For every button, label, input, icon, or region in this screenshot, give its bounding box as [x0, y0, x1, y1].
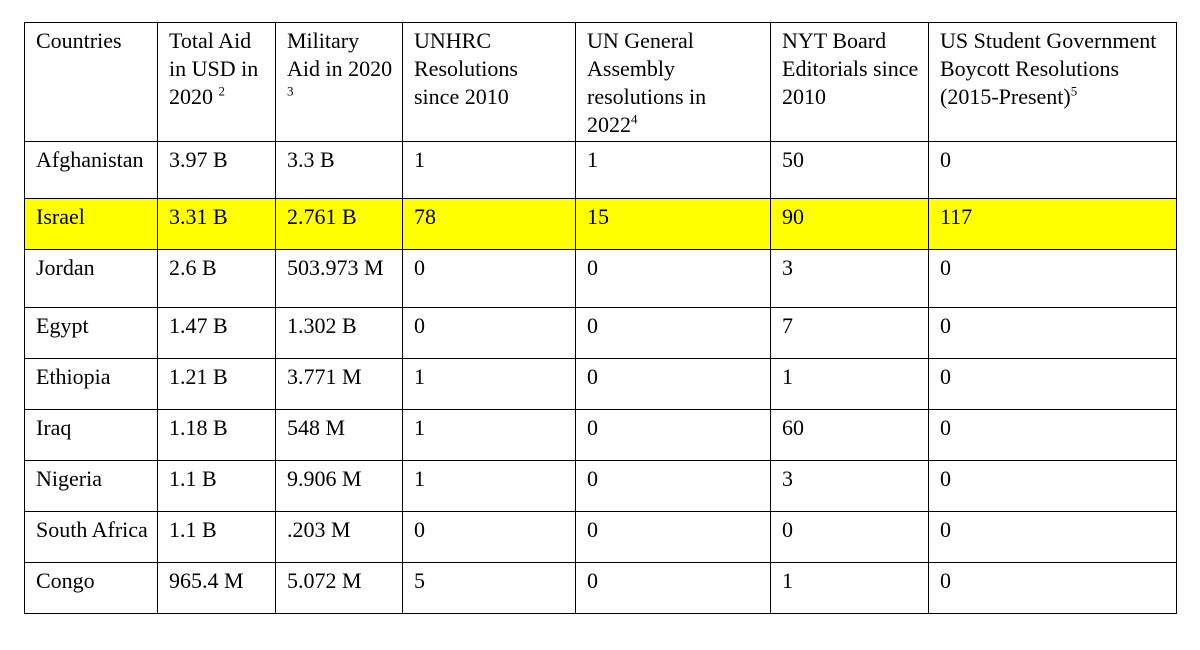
cell-boycott: 0: [928, 141, 1177, 199]
cell-total-aid: 1.18 B: [157, 409, 276, 461]
cell-nyt: 1: [770, 562, 929, 614]
table-row: South Africa 1.1 B .203 M 0 0 0 0: [24, 511, 1177, 563]
cell-nyt: 90: [770, 198, 929, 250]
cell-country: Nigeria: [24, 460, 158, 512]
footnote-ref: 5: [1070, 83, 1078, 99]
footnote-ref: 4: [631, 111, 638, 127]
cell-boycott: 0: [928, 249, 1177, 308]
cell-unhrc: 1: [402, 141, 576, 199]
cell-nyt: 3: [770, 460, 929, 512]
cell-military-aid: 548 M: [275, 409, 403, 461]
cell-boycott: 117: [928, 198, 1177, 250]
cell-unhrc: 0: [402, 249, 576, 308]
cell-boycott: 0: [928, 307, 1177, 359]
cell-nyt: 60: [770, 409, 929, 461]
cell-military-aid: 3.3 B: [275, 141, 403, 199]
cell-unga: 0: [575, 409, 771, 461]
cell-unga: 0: [575, 307, 771, 359]
cell-military-aid: 2.761 B: [275, 198, 403, 250]
cell-military-aid: 9.906 M: [275, 460, 403, 512]
cell-total-aid: 3.97 B: [157, 141, 276, 199]
cell-country: Congo: [24, 562, 158, 614]
cell-unga: 15: [575, 198, 771, 250]
cell-boycott: 0: [928, 409, 1177, 461]
cell-unhrc: 78: [402, 198, 576, 250]
cell-nyt: 50: [770, 141, 929, 199]
cell-nyt: 7: [770, 307, 929, 359]
cell-unhrc: 0: [402, 307, 576, 359]
footnote-ref: 3: [287, 83, 294, 99]
footnote-ref: 2: [218, 83, 226, 99]
cell-total-aid: 2.6 B: [157, 249, 276, 308]
table-row: Nigeria 1.1 B 9.906 M 1 0 3 0: [24, 460, 1177, 512]
cell-unhrc: 5: [402, 562, 576, 614]
cell-boycott: 0: [928, 358, 1177, 410]
table-row: Ethiopia 1.21 B 3.771 M 1 0 1 0: [24, 358, 1177, 410]
cell-unga: 0: [575, 249, 771, 308]
header-unga: UN General Assembly resolutions in 20224: [575, 22, 771, 142]
cell-unhrc: 1: [402, 460, 576, 512]
header-nyt: NYT Board Editorials since 2010: [770, 22, 929, 142]
cell-unga: 0: [575, 358, 771, 410]
table-row: Egypt 1.47 B 1.302 B 0 0 7 0: [24, 307, 1177, 359]
table-row: Iraq 1.18 B 548 M 1 0 60 0: [24, 409, 1177, 461]
cell-total-aid: 1.1 B: [157, 511, 276, 563]
cell-unga: 0: [575, 460, 771, 512]
cell-nyt: 3: [770, 249, 929, 308]
cell-boycott: 0: [928, 511, 1177, 563]
cell-unhrc: 1: [402, 409, 576, 461]
cell-boycott: 0: [928, 562, 1177, 614]
table-row: Jordan 2.6 B 503.973 M 0 0 3 0: [24, 249, 1177, 308]
cell-country: Afghanistan: [24, 141, 158, 199]
cell-unga: 1: [575, 141, 771, 199]
header-unhrc: UNHRC Resolutions since 2010: [402, 22, 576, 142]
cell-total-aid: 1.47 B: [157, 307, 276, 359]
cell-country: Egypt: [24, 307, 158, 359]
cell-military-aid: 503.973 M: [275, 249, 403, 308]
cell-unhrc: 1: [402, 358, 576, 410]
cell-country: Ethiopia: [24, 358, 158, 410]
aid-comparison-table: Countries Total Aid in USD in 2020 2 Mil…: [24, 22, 1177, 614]
cell-country: Israel: [24, 198, 158, 250]
cell-military-aid: .203 M: [275, 511, 403, 563]
header-military-aid: Military Aid in 2020 3: [275, 22, 403, 142]
cell-unga: 0: [575, 562, 771, 614]
cell-nyt: 1: [770, 358, 929, 410]
cell-unga: 0: [575, 511, 771, 563]
cell-country: Jordan: [24, 249, 158, 308]
cell-boycott: 0: [928, 460, 1177, 512]
table-row-highlighted: Israel 3.31 B 2.761 B 78 15 90 117: [24, 198, 1177, 250]
cell-military-aid: 3.771 M: [275, 358, 403, 410]
cell-country: South Africa: [24, 511, 158, 563]
table-row: Afghanistan 3.97 B 3.3 B 1 1 50 0: [24, 141, 1177, 199]
cell-total-aid: 3.31 B: [157, 198, 276, 250]
header-total-aid: Total Aid in USD in 2020 2: [157, 22, 276, 142]
cell-military-aid: 1.302 B: [275, 307, 403, 359]
cell-total-aid: 1.21 B: [157, 358, 276, 410]
header-boycott: US Student Government Boycott Resolution…: [928, 22, 1177, 142]
header-countries: Countries: [24, 22, 158, 142]
header-row: Countries Total Aid in USD in 2020 2 Mil…: [24, 22, 1177, 142]
table-row: Congo 965.4 M 5.072 M 5 0 1 0: [24, 562, 1177, 614]
cell-unhrc: 0: [402, 511, 576, 563]
cell-total-aid: 1.1 B: [157, 460, 276, 512]
cell-total-aid: 965.4 M: [157, 562, 276, 614]
cell-military-aid: 5.072 M: [275, 562, 403, 614]
cell-nyt: 0: [770, 511, 929, 563]
cell-country: Iraq: [24, 409, 158, 461]
